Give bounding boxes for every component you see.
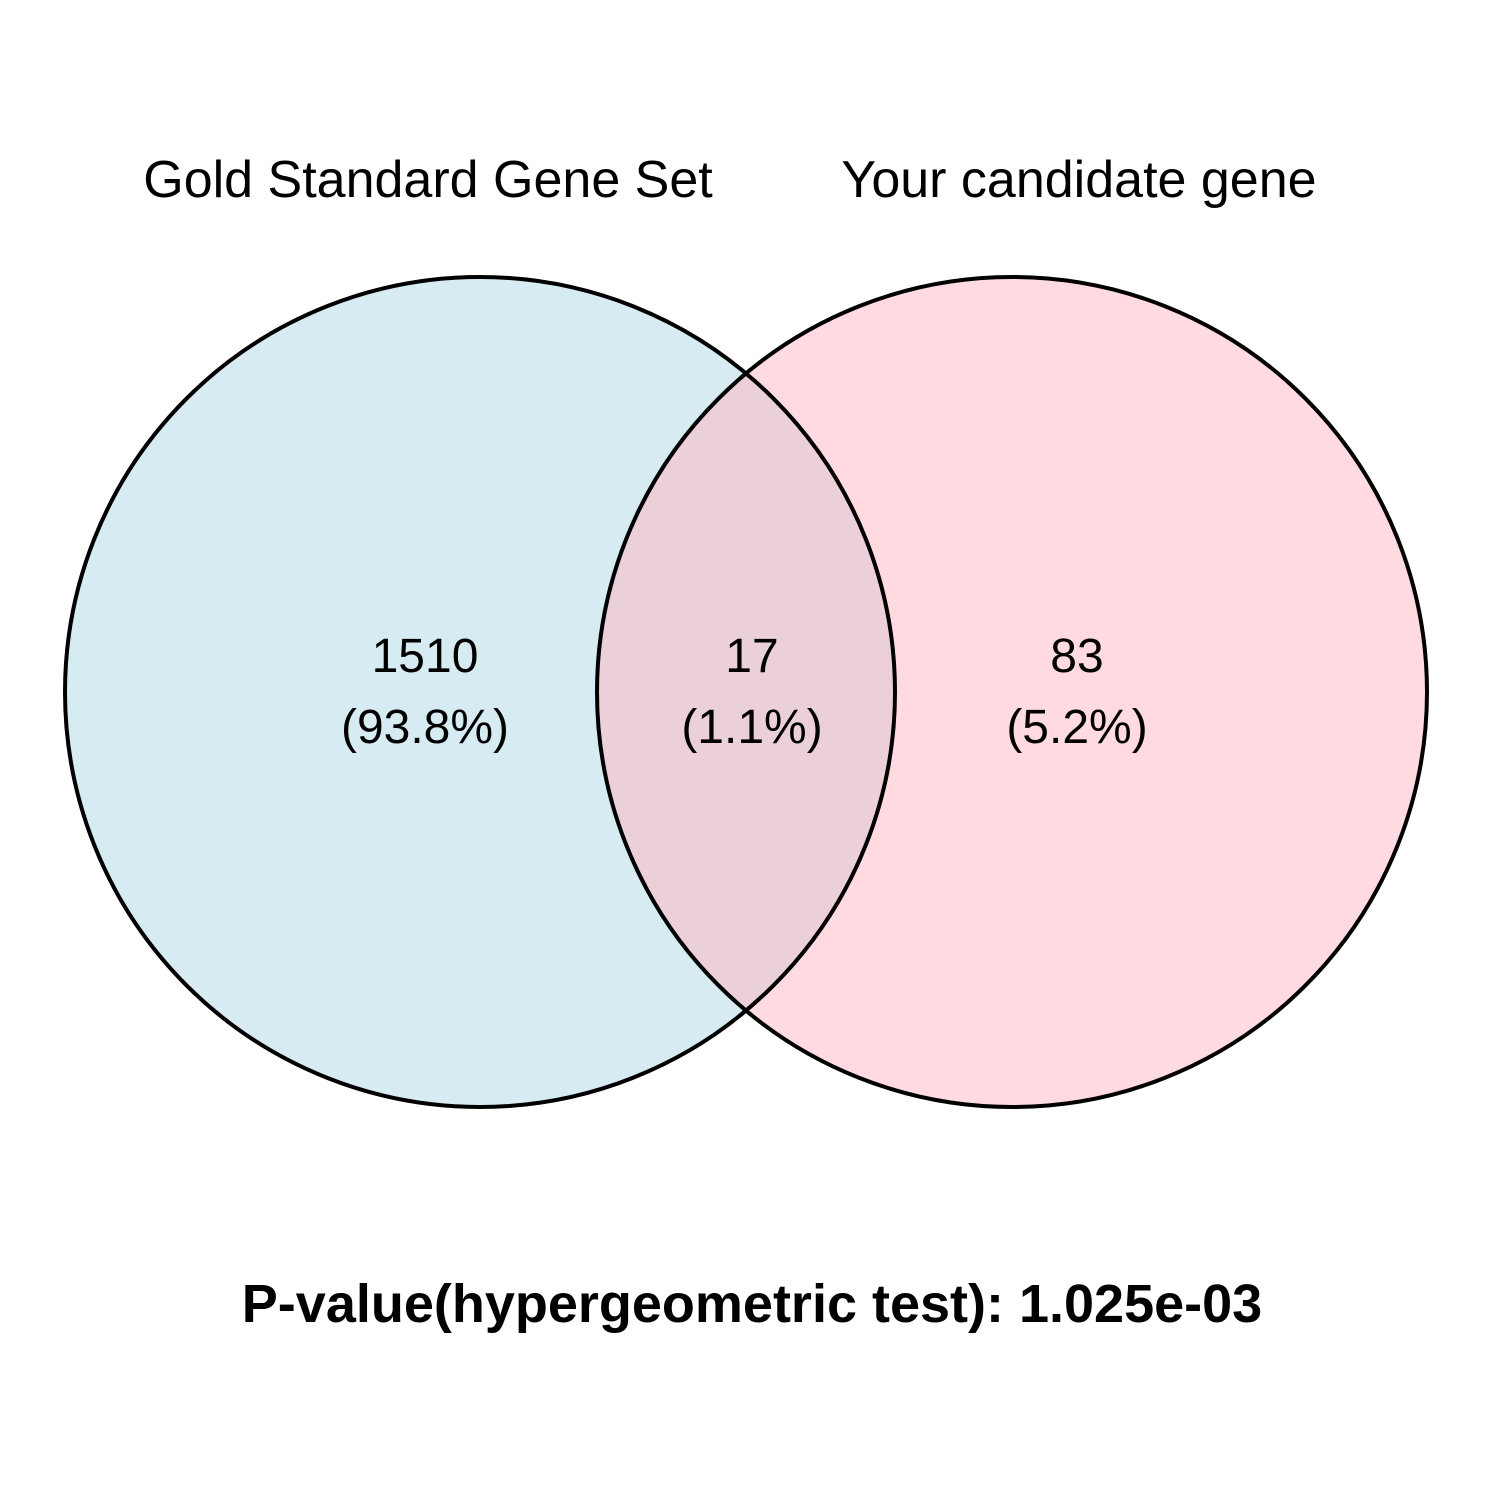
- set-titles: Gold Standard Gene Set Your candidate ge…: [143, 151, 1316, 209]
- venn-outlines: [63, 275, 1429, 1109]
- left-only-percent: (93.8%): [341, 701, 509, 754]
- right-set-fill: [597, 277, 1427, 1107]
- intersection-count: 17: [725, 630, 778, 683]
- right-only-percent: (5.2%): [1006, 701, 1147, 754]
- intersection-percent: (1.1%): [681, 701, 822, 754]
- left-only-count: 1510: [372, 630, 479, 683]
- right-set-outline: [595, 275, 1429, 1109]
- venn-fills: [65, 277, 1427, 1107]
- left-set-outline: [63, 275, 897, 1109]
- pvalue-caption: P-value(hypergeometric test): 1.025e-03: [242, 1274, 1262, 1334]
- region-labels: 1510 (93.8%) 17 (1.1%) 83 (5.2%): [341, 630, 1148, 754]
- right-only-count: 83: [1050, 630, 1103, 683]
- left-set-title: Gold Standard Gene Set: [143, 151, 713, 209]
- right-set-title: Your candidate gene: [841, 151, 1316, 209]
